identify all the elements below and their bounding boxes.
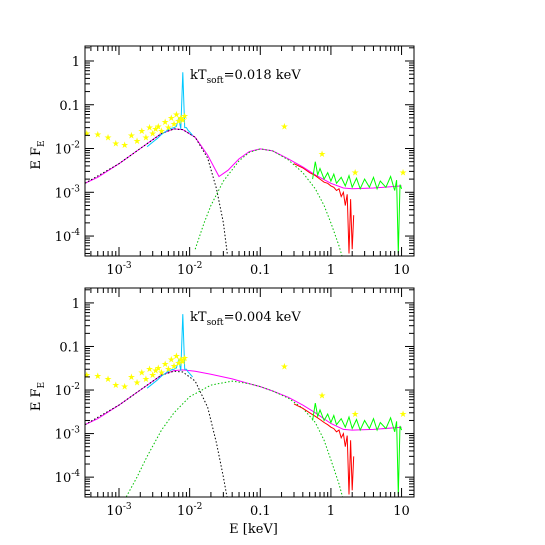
x-tick-label: 10-3 bbox=[106, 502, 132, 519]
series-line-6 bbox=[312, 161, 403, 254]
y-axis-label: E FE bbox=[29, 382, 47, 411]
data-point-star: ★ bbox=[170, 120, 178, 130]
x-tick-label: 1 bbox=[327, 263, 335, 278]
data-point-star: ★ bbox=[154, 122, 162, 132]
data-point-star: ★ bbox=[83, 371, 91, 381]
data-point-star: ★ bbox=[149, 130, 157, 140]
chart-panel-2: ★ ★ ★★ ★★★★★★★★★★★★★★★★★★★★★★ ★10.110-210-31… bbox=[29, 287, 415, 537]
data-point-star: ★ bbox=[175, 117, 183, 127]
data-point-star: ★ bbox=[170, 362, 178, 372]
data-point-star: ★ bbox=[127, 373, 135, 383]
data-point-star: ★ bbox=[399, 410, 407, 420]
y-tick-label: 10-3 bbox=[55, 184, 81, 201]
data-point-star: ★ bbox=[145, 124, 153, 134]
data-point-star: ★ bbox=[149, 371, 157, 381]
data-point-star: ★ bbox=[94, 372, 102, 382]
data-point-star: ★ bbox=[351, 169, 359, 179]
data-point-star: ★ bbox=[164, 365, 172, 375]
data-point-star: ★ bbox=[181, 112, 189, 122]
data-point-star: ★ bbox=[112, 381, 120, 391]
data-point-star: ★ bbox=[172, 110, 180, 120]
series-line-3 bbox=[194, 148, 343, 256]
x-tick-label: 10-2 bbox=[177, 261, 202, 278]
x-tick-label: 10 bbox=[393, 263, 410, 278]
series-line-2 bbox=[85, 128, 229, 256]
data-point-star: ★ bbox=[164, 124, 172, 134]
x-axis-label: E [keV] bbox=[229, 522, 278, 537]
data-point-star: ★ bbox=[181, 354, 189, 364]
y-axis-label: E FE bbox=[29, 140, 47, 169]
data-point-star: ★ bbox=[152, 125, 160, 135]
data-point-star: ★ bbox=[112, 140, 120, 150]
series-line-3 bbox=[125, 380, 344, 497]
series-line-5 bbox=[293, 403, 355, 495]
data-point-star: ★ bbox=[83, 130, 91, 140]
data-point-star: ★ bbox=[138, 127, 146, 137]
data-point-star: ★ bbox=[177, 356, 185, 366]
data-point-star: ★ bbox=[318, 391, 326, 401]
data-point-star: ★ bbox=[104, 133, 112, 143]
y-tick-label: 10-4 bbox=[55, 228, 81, 245]
x-tick-label: 0.1 bbox=[250, 263, 271, 278]
data-point-star: ★ bbox=[145, 365, 153, 375]
data-point-star: ★ bbox=[280, 362, 288, 372]
data-point-star: ★ bbox=[154, 364, 162, 374]
data-point-star: ★ bbox=[179, 116, 187, 126]
data-point-star: ★ bbox=[161, 118, 169, 128]
series-line-6 bbox=[312, 403, 403, 495]
data-point-star: ★ bbox=[399, 169, 407, 179]
data-point-star: ★ bbox=[179, 358, 187, 368]
y-tick-label: 0.1 bbox=[59, 340, 80, 355]
data-point-star: ★ bbox=[133, 378, 141, 388]
data-point-star: ★ bbox=[142, 375, 150, 385]
data-point-star: ★ bbox=[172, 352, 180, 362]
data-point-star: ★ bbox=[167, 114, 175, 124]
y-tick-label: 10-3 bbox=[55, 426, 81, 443]
y-tick-label: 10-2 bbox=[55, 382, 80, 399]
x-tick-label: 10-3 bbox=[106, 261, 132, 278]
data-point-star: ★ bbox=[280, 122, 288, 132]
data-point-star: ★ bbox=[133, 137, 141, 147]
data-point-star: ★ bbox=[94, 130, 102, 140]
y-tick-label: 10-2 bbox=[55, 141, 80, 158]
data-point-star: ★ bbox=[167, 356, 175, 366]
data-point-star: ★ bbox=[351, 410, 359, 420]
x-tick-label: 1 bbox=[327, 504, 335, 519]
data-point-star: ★ bbox=[158, 127, 166, 137]
data-point-star: ★ bbox=[104, 375, 112, 385]
data-point-star: ★ bbox=[142, 133, 150, 143]
series-line-4 bbox=[146, 72, 193, 148]
x-tick-label: 0.1 bbox=[250, 504, 271, 519]
chart-panel-1: ★ ★ ★★ ★★★★★★★★★★★★★★★★★★★★★★ ★10.110-210-31… bbox=[29, 45, 415, 278]
y-tick-label: 10-4 bbox=[55, 469, 81, 486]
y-tick-label: 1 bbox=[72, 297, 80, 312]
data-point-star: ★ bbox=[152, 367, 160, 377]
x-tick-label: 10-2 bbox=[177, 502, 202, 519]
series-line-2 bbox=[85, 370, 228, 497]
x-tick-label: 10 bbox=[393, 504, 410, 519]
data-point-star: ★ bbox=[318, 150, 326, 160]
y-tick-label: 0.1 bbox=[59, 99, 80, 114]
annotation-kt-soft: kTsoft=0.018 keV bbox=[190, 68, 301, 86]
data-point-star: ★ bbox=[158, 369, 166, 379]
y-tick-label: 1 bbox=[72, 55, 80, 70]
data-point-star: ★ bbox=[121, 383, 129, 393]
data-point-star: ★ bbox=[138, 369, 146, 379]
data-point-star: ★ bbox=[121, 141, 129, 151]
data-point-star: ★ bbox=[127, 131, 135, 141]
data-point-star: ★ bbox=[161, 360, 169, 370]
series-line-5 bbox=[293, 163, 355, 254]
series-line-4 bbox=[146, 314, 193, 389]
data-point-star: ★ bbox=[175, 359, 183, 369]
series-line-1 bbox=[85, 128, 402, 190]
annotation-kt-soft: kTsoft=0.004 keV bbox=[190, 310, 301, 328]
plot-area: ★ ★ ★★ ★★★★★★★★★★★★★★★★★★★★★★ ★ bbox=[83, 314, 407, 497]
plot-area: ★ ★ ★★ ★★★★★★★★★★★★★★★★★★★★★★ ★ bbox=[83, 72, 407, 256]
data-point-star: ★ bbox=[177, 114, 185, 124]
